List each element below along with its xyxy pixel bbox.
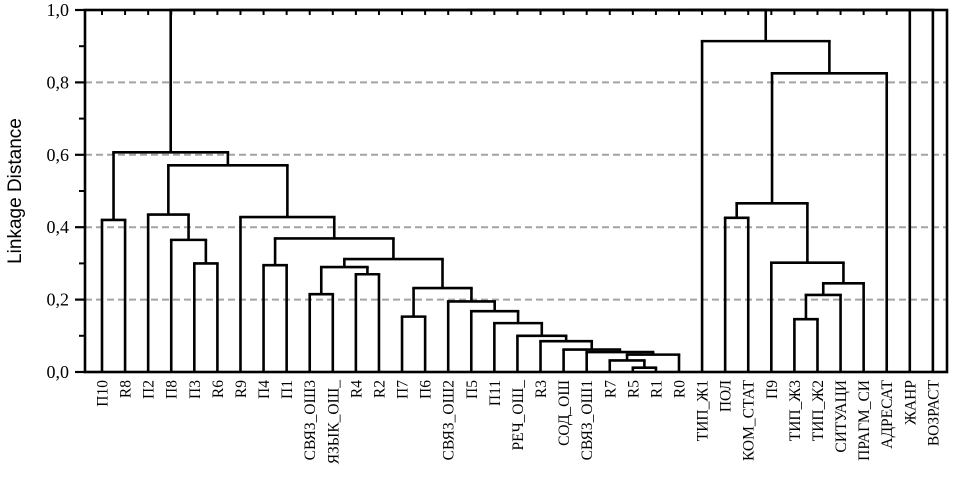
y-tick-label: 0,8	[47, 72, 70, 92]
leaf-label: П7	[395, 380, 412, 399]
leaf-label: СВЯЗ_ОШ2	[441, 380, 458, 460]
leaf-labels: П10 R8 П2 П8 П3 R6 R9 П4 П1 СВЯЗ_ОШ3 ЯЗЫК_ОШ_ R4 R2 П…	[95, 379, 943, 464]
leaf-label: ТИП_Ж3	[787, 380, 804, 441]
leaf-label: R2	[371, 380, 388, 398]
leaf-label: R0	[672, 380, 689, 398]
leaf-label: ПРАГМ_СИ	[856, 380, 873, 461]
leaf-label: ПОЛ	[718, 380, 735, 413]
leaf-label: СВЯЗ_ОШ3	[302, 380, 319, 461]
leaf-label: СИТУАЦИ	[833, 380, 850, 453]
y-tick-label: 0,0	[47, 362, 70, 382]
leaf-label: R8	[118, 380, 135, 398]
leaf-label: ТИП_Ж2	[810, 380, 827, 441]
y-tick-label: 0,4	[47, 217, 70, 237]
leaf-label: ТИП_Ж1	[695, 380, 712, 441]
leaf-label: R3	[533, 380, 550, 398]
leaf-label: R4	[348, 380, 365, 398]
leaf-label: R1	[648, 380, 665, 398]
dendrogram-tree	[100, 8, 935, 372]
leaf-label: СВЯЗ_ОШ1	[579, 380, 596, 460]
leaf-label: ВОЗРАСТ	[925, 379, 942, 446]
y-axis-title: Linkage Distance	[5, 118, 26, 264]
leaf-label: ЯЗЫК_ОШ_	[325, 380, 342, 465]
leaf-label: ЖАНР	[902, 380, 919, 425]
axis-ticks	[75, 8, 934, 374]
leaf-label: П5	[464, 380, 481, 399]
axis-box	[83, 8, 949, 374]
y-tick-label: 0,6	[47, 145, 70, 165]
leaf-label: R7	[602, 380, 619, 398]
leaf-label: КОМ_СТАТ	[741, 379, 758, 461]
leaf-label: СОД_ОШ	[556, 380, 573, 446]
grid-lines	[85, 81, 947, 301]
leaf-label: П2	[141, 380, 158, 399]
leaf-label: П10	[95, 380, 112, 407]
leaf-label: П1	[279, 380, 296, 399]
leaf-label: R5	[625, 380, 642, 398]
leaf-label: П9	[764, 380, 781, 399]
leaf-label: РЕЧ_ОШ_	[510, 380, 527, 451]
leaf-label: П11	[487, 380, 504, 406]
leaf-label: П4	[256, 380, 273, 399]
leaf-label: R9	[233, 380, 250, 398]
y-tick-label: 0,2	[47, 290, 70, 310]
leaf-label: П6	[418, 380, 435, 399]
leaf-label: R6	[210, 380, 227, 398]
plot-border	[83, 8, 949, 374]
y-tick-labels: 0,0 0,2 0,4 0,6 0,8 1,0	[47, 0, 70, 382]
leaf-label: АДРЕСАТ	[879, 379, 896, 448]
y-tick-label: 1,0	[47, 0, 70, 20]
leaf-label: П8	[164, 380, 181, 399]
leaf-label: П3	[187, 380, 204, 399]
